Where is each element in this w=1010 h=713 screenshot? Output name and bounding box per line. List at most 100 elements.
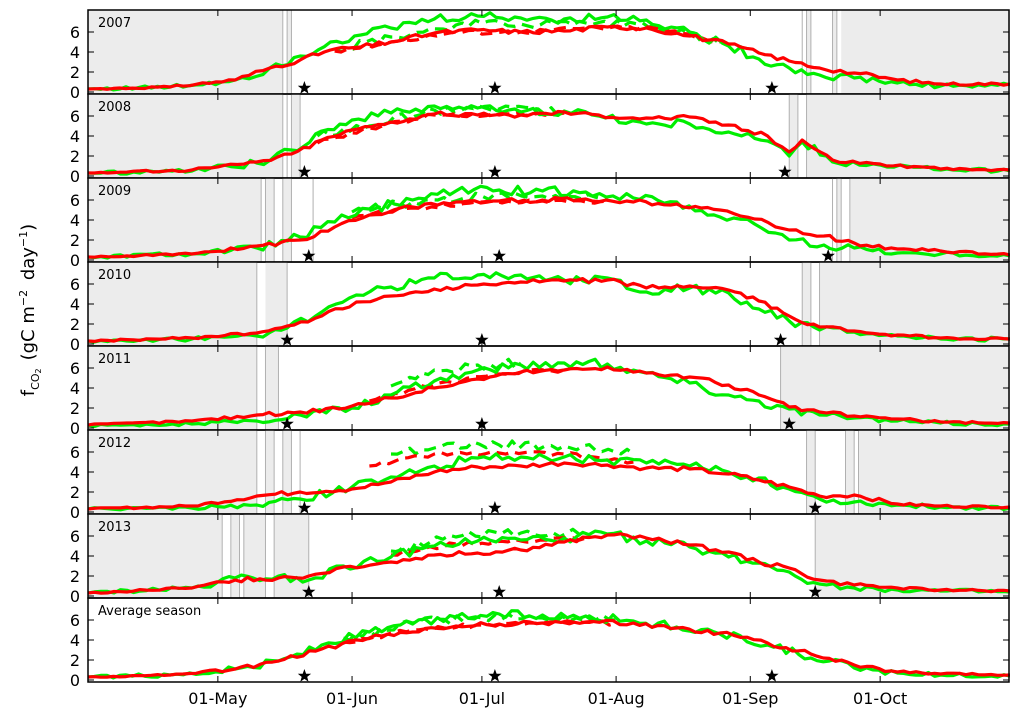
- season-star-marker: [808, 501, 822, 514]
- panel-label: 2009: [98, 184, 131, 199]
- x-tick-label: 01-Oct: [853, 689, 907, 708]
- ylabel-units2: day: [18, 247, 39, 286]
- panel-plot-area: [88, 262, 1010, 346]
- y-tick-label: 0: [70, 503, 80, 522]
- y-tick-label: 2: [70, 651, 80, 670]
- y-tick-label: 0: [70, 419, 80, 438]
- season-star-marker: [297, 165, 312, 178]
- y-tick-label: 6: [70, 107, 80, 126]
- panel-plot-area: [88, 94, 1010, 178]
- y-tick-label: 4: [70, 547, 80, 566]
- y-tick-label: 4: [70, 211, 80, 230]
- series-red-solid: [88, 461, 1010, 511]
- ylabel-exp2: −1: [17, 231, 30, 247]
- y-tick-label: 6: [70, 359, 80, 378]
- panel-label: 2008: [98, 100, 131, 115]
- y-tick-label: 6: [70, 611, 80, 630]
- season-star-marker: [297, 669, 312, 682]
- shaded-region: [282, 178, 292, 262]
- x-tick-label: 01-May: [188, 689, 247, 708]
- shaded-region: [282, 430, 292, 514]
- season-star-marker: [778, 165, 792, 178]
- shaded-region: [291, 94, 301, 178]
- season-star-marker: [302, 585, 316, 598]
- season-star-marker: [280, 417, 294, 430]
- series-red-dashed: [390, 536, 587, 557]
- shaded-region: [88, 346, 257, 430]
- shaded-region: [287, 10, 292, 94]
- series-red-solid: [88, 109, 1010, 175]
- y-tick-label: 2: [70, 567, 80, 586]
- y-tick-label: 2: [70, 399, 80, 418]
- shaded-region: [789, 94, 798, 178]
- season-star-marker: [765, 81, 779, 94]
- y-tick-label: 0: [70, 251, 80, 270]
- season-star-marker: [782, 417, 796, 430]
- season-star-marker: [821, 249, 835, 262]
- y-tick-label: 4: [70, 43, 80, 62]
- panel-plot-area: [88, 346, 1010, 430]
- panel-plot-area: [88, 609, 1010, 680]
- season-star-marker: [297, 81, 312, 94]
- season-star-marker: [302, 249, 316, 262]
- y-tick-label: 0: [70, 671, 80, 690]
- shaded-region: [88, 514, 223, 598]
- shaded-region: [832, 10, 837, 94]
- season-star-marker: [297, 501, 312, 514]
- panel-plot-area: [88, 10, 1010, 94]
- y-tick-label: 2: [70, 315, 80, 334]
- series-red-dashed: [368, 367, 565, 403]
- shaded-region: [845, 430, 855, 514]
- y-tick-label: 6: [70, 23, 80, 42]
- series-red-solid: [88, 365, 1010, 427]
- panel-label: 2013: [98, 520, 131, 535]
- panel-label: Average season: [98, 604, 201, 619]
- season-star-marker: [488, 669, 502, 682]
- x-tick-label: 01-Aug: [588, 689, 645, 708]
- shaded-region: [230, 514, 240, 598]
- season-star-marker: [475, 417, 489, 430]
- series-red-solid: [88, 24, 1010, 91]
- shaded-region: [806, 430, 816, 514]
- y-tick-label: 0: [70, 587, 80, 606]
- y-tick-label: 6: [70, 191, 80, 210]
- shaded-region: [815, 514, 1010, 598]
- series-red-solid: [88, 532, 1010, 595]
- series-green-solid: [88, 452, 1010, 512]
- y-tick-label: 4: [70, 295, 80, 314]
- shaded-region: [858, 430, 1010, 514]
- season-star-marker: [808, 585, 822, 598]
- shaded-region: [265, 178, 275, 262]
- y-tick-label: 2: [70, 63, 80, 82]
- y-tick-label: 4: [70, 127, 80, 146]
- shaded-region: [265, 346, 279, 430]
- season-star-marker: [765, 669, 779, 682]
- panel-label: 2012: [98, 436, 131, 451]
- y-tick-label: 4: [70, 631, 80, 650]
- series-green-solid: [88, 11, 1010, 92]
- ylabel-sub2: 2: [34, 368, 43, 373]
- series-red-solid: [88, 277, 1010, 343]
- y-tick-label: 4: [70, 379, 80, 398]
- shaded-region: [265, 430, 275, 514]
- shaded-region: [274, 514, 309, 598]
- panel-label: 2011: [98, 352, 131, 367]
- y-axis-label: fCO2 (gC m−2 day−1): [17, 224, 43, 396]
- y-tick-label: 6: [70, 527, 80, 546]
- panel-plot-area: [88, 430, 1010, 514]
- shaded-region: [806, 10, 811, 94]
- y-tick-label: 0: [70, 335, 80, 354]
- series-green-dashed: [334, 18, 722, 54]
- ylabel-exp: −2: [17, 290, 30, 306]
- series-red-solid: [88, 618, 1010, 679]
- y-tick-label: 2: [70, 483, 80, 502]
- shaded-region: [849, 178, 1010, 262]
- shaded-region: [802, 262, 811, 346]
